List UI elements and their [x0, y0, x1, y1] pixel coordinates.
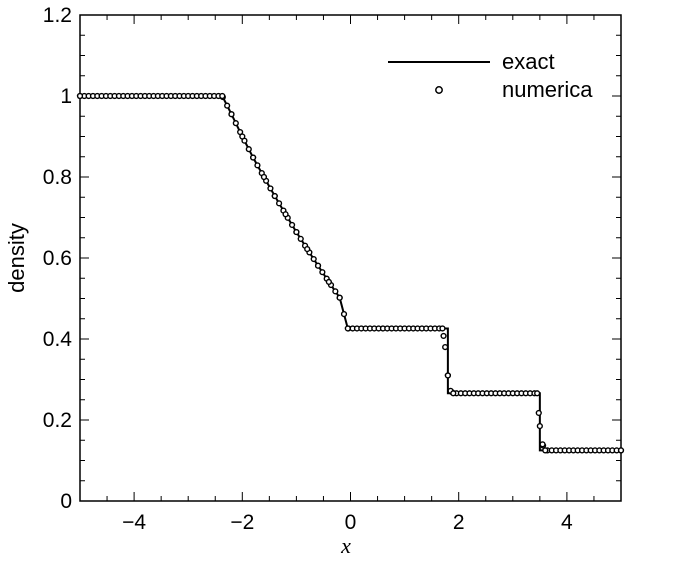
numeric-point	[293, 228, 300, 236]
numeric-point	[336, 294, 343, 301]
numeric-point	[442, 344, 449, 351]
numeric-point	[535, 409, 542, 417]
x-tick-label: −2	[230, 511, 254, 534]
numeric-point	[536, 422, 543, 430]
numeric-point	[271, 192, 278, 200]
legend-exact-label: exact	[502, 49, 555, 74]
numeric-point	[245, 146, 252, 153]
numeric-point	[617, 447, 625, 454]
legend-numerica-marker	[435, 86, 443, 94]
numeric-point	[288, 221, 296, 229]
y-tick-label: 0.6	[43, 247, 72, 270]
numeric-point	[310, 255, 317, 263]
numeric-point	[228, 111, 235, 118]
numeric-point	[332, 288, 339, 295]
x-axis-label: x	[340, 533, 351, 558]
numeric-point	[314, 262, 322, 269]
y-tick-label: 1.2	[43, 4, 72, 27]
numeric-point	[539, 441, 546, 448]
numeric-point	[254, 162, 261, 169]
numeric-point	[239, 133, 246, 140]
y-tick-label: 0.2	[43, 409, 72, 432]
y-tick-label: 0.8	[43, 166, 72, 189]
legend: exact numerica	[388, 49, 593, 102]
numeric-point	[340, 311, 348, 318]
x-tick-label: 4	[561, 511, 573, 534]
numeric-point	[440, 332, 447, 340]
series-exact	[80, 95, 621, 452]
y-tick-label: 0	[60, 490, 72, 513]
numeric-point	[319, 269, 326, 276]
numeric-point	[304, 245, 311, 253]
numeric-point	[224, 102, 231, 109]
numeric-point	[325, 278, 332, 285]
numeric-point	[219, 92, 226, 100]
numeric-point	[534, 390, 541, 397]
numeric-point	[450, 390, 457, 397]
numeric-point	[444, 372, 451, 379]
y-axis-label: density	[4, 223, 29, 293]
numeric-point	[439, 325, 446, 332]
numeric-point	[542, 447, 549, 454]
series-numerica	[76, 92, 625, 454]
numeric-point	[250, 154, 257, 161]
numeric-point	[260, 173, 268, 181]
numeric-point	[282, 211, 289, 218]
x-tick-label: −4	[122, 511, 146, 534]
legend-numerica-label: numerica	[502, 77, 593, 102]
tick-labels: −4 −2 0 2 4 0 0.2 0.4 0.6 0.8 1 1.2	[43, 4, 573, 534]
x-tick-label: 0	[345, 511, 357, 534]
numeric-point	[297, 235, 304, 242]
y-tick-label: 1	[60, 85, 72, 108]
y-tick-label: 0.4	[43, 328, 73, 351]
numeric-point	[76, 92, 84, 100]
numeric-point	[232, 120, 239, 127]
exact-line	[80, 95, 621, 452]
numeric-point	[344, 325, 351, 332]
numeric-point	[267, 185, 274, 192]
x-tick-label: 2	[453, 511, 465, 534]
numeric-point	[275, 200, 283, 207]
